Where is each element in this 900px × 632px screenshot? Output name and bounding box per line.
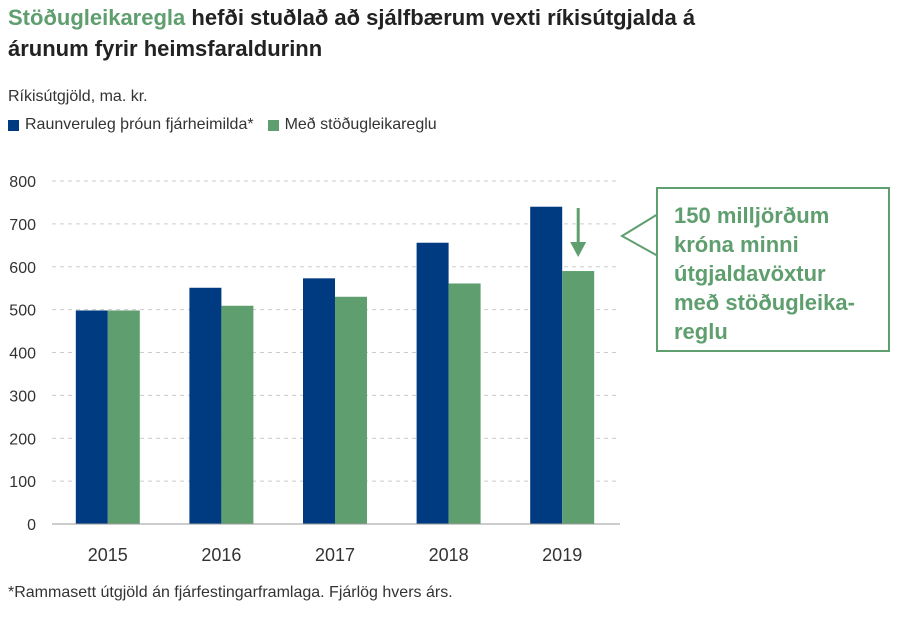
y-tick-label: 0 [27, 517, 36, 534]
legend-swatch-actual [8, 119, 19, 131]
y-tick-label: 400 [9, 346, 36, 363]
legend-label-actual: Raunveruleg þróun fjárheimilda* [25, 116, 254, 133]
bar-actual [530, 206, 563, 524]
y-tick-label: 300 [9, 388, 36, 405]
y-tick-label: 500 [9, 303, 36, 320]
title-highlight: Stöðugleikaregla [8, 5, 186, 30]
chart-legend: Raunveruleg þróun fjárheimilda* Með stöð… [8, 116, 451, 134]
bar-actual [416, 242, 449, 525]
x-tick-label: 2017 [315, 545, 355, 565]
bar-rule [221, 305, 254, 524]
y-tick-label: 200 [9, 431, 36, 448]
x-tick-label: 2019 [542, 545, 582, 565]
legend-swatch-rule [267, 119, 279, 131]
bar-rule [335, 296, 367, 524]
bar-rule [448, 283, 481, 524]
bar-actual [189, 287, 222, 524]
legend-label-rule: Með stöðugleikareglu [284, 116, 437, 133]
x-tick-label: 2016 [201, 545, 241, 565]
chart-subtitle: Ríkisútgjöld, ma. kr. [8, 88, 148, 105]
down-arrow-icon [570, 242, 587, 257]
x-tick-label: 2015 [88, 545, 128, 565]
bar-actual [303, 278, 335, 524]
x-tick-label: 2018 [429, 545, 469, 565]
callout-box: 150 milljörðum króna minni útgjaldavöxtu… [656, 187, 890, 352]
y-tick-label: 100 [9, 474, 36, 491]
legend-item-actual: Raunveruleg þróun fjárheimilda* [8, 116, 254, 134]
y-tick-label: 700 [9, 217, 36, 234]
bar-rule [107, 310, 140, 524]
bar-actual [75, 310, 108, 524]
y-tick-label: 800 [9, 174, 36, 191]
callout-pointer [620, 212, 659, 258]
footnote: *Rammasett útgjöld án fjárfestingarframl… [8, 584, 453, 601]
chart-title: Stöðugleikaregla hefði stuðlað að sjálfb… [8, 2, 768, 64]
y-tick-label: 600 [9, 260, 36, 277]
bar-rule [562, 271, 595, 524]
legend-item-rule: Með stöðugleikareglu [267, 116, 437, 134]
title-rest: hefði stuðlað að sjálfbærum vexti ríkisú… [8, 5, 696, 61]
